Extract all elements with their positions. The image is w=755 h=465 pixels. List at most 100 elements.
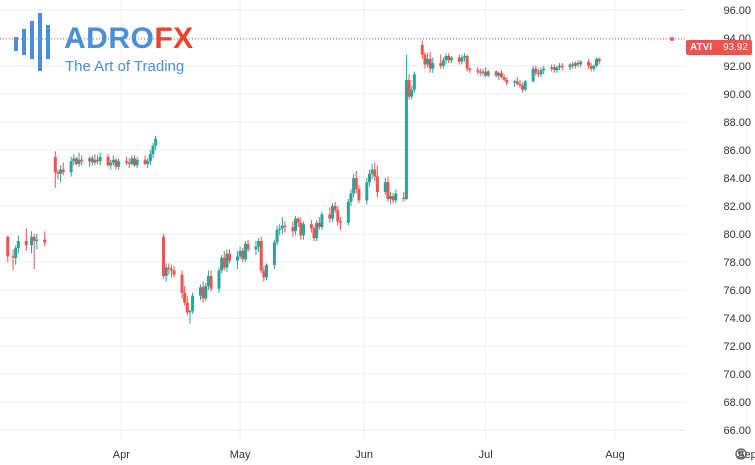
- candle: [410, 85, 414, 100]
- candle: [521, 82, 525, 93]
- candle-body: [291, 227, 295, 232]
- candle: [254, 241, 258, 256]
- candle-body: [238, 250, 242, 257]
- time-axis[interactable]: AprMayJunJulAugSepOct: [113, 449, 755, 461]
- candle: [534, 65, 538, 76]
- y-tick-label: 96.00: [723, 5, 751, 17]
- candle-body: [597, 58, 601, 62]
- logo-wordmark: ADROFX: [64, 24, 194, 54]
- candle: [88, 156, 92, 167]
- candle-body: [6, 236, 10, 257]
- candle-body: [106, 156, 110, 166]
- candle-body: [257, 241, 261, 247]
- candle: [53, 151, 57, 188]
- candle: [447, 53, 451, 64]
- candle: [294, 215, 298, 236]
- candle: [468, 67, 472, 73]
- candle-body: [162, 236, 166, 277]
- candle: [555, 65, 559, 73]
- candle-body: [402, 197, 406, 199]
- candle: [486, 70, 490, 78]
- candle: [370, 163, 374, 180]
- candle: [32, 234, 36, 270]
- candle-body: [328, 214, 332, 219]
- candle: [536, 68, 540, 78]
- candle-body: [592, 65, 596, 69]
- x-tick-label: Jun: [355, 449, 373, 461]
- candle-body: [499, 72, 503, 78]
- price-axis[interactable]: 96.0094.0092.0090.0088.0086.0084.0082.00…: [723, 5, 751, 437]
- candle: [191, 292, 195, 314]
- candle: [513, 79, 517, 87]
- candle: [61, 162, 65, 176]
- candle-body: [294, 218, 298, 232]
- candle: [109, 159, 113, 170]
- candle-body: [320, 214, 324, 228]
- candle-body: [74, 158, 78, 164]
- candle-body: [146, 161, 150, 164]
- candle: [597, 57, 601, 65]
- candle: [420, 40, 424, 59]
- candle: [552, 64, 556, 73]
- candle: [235, 250, 239, 270]
- candle: [11, 249, 15, 271]
- candle-body: [206, 276, 210, 286]
- candle: [146, 158, 150, 169]
- candle-body: [423, 54, 427, 65]
- candle: [523, 79, 527, 92]
- candle-body: [191, 295, 195, 312]
- candle: [595, 57, 598, 68]
- candle: [315, 220, 319, 242]
- candle-body: [315, 222, 319, 239]
- candle: [301, 221, 305, 240]
- candle: [151, 142, 155, 159]
- candle: [98, 152, 102, 166]
- candle-body: [552, 67, 556, 71]
- candle-body: [346, 201, 350, 223]
- candle: [505, 77, 509, 86]
- candle-body: [476, 70, 480, 72]
- candle: [278, 224, 282, 236]
- candle-body: [518, 84, 522, 86]
- candle: [93, 154, 97, 166]
- candle-body: [505, 79, 509, 83]
- logo-tagline: The Art of Trading: [65, 58, 185, 75]
- candle: [539, 67, 543, 78]
- candle-body: [404, 79, 408, 199]
- candle-body: [185, 302, 189, 313]
- candle: [130, 155, 134, 166]
- candle-body: [254, 246, 258, 250]
- candle-body: [225, 253, 229, 268]
- candle-body: [32, 236, 36, 242]
- candle: [185, 295, 189, 316]
- candle-body: [301, 224, 305, 236]
- candle: [579, 60, 583, 68]
- candle-body: [550, 67, 554, 69]
- candle: [291, 221, 295, 237]
- candle-body: [259, 241, 263, 271]
- candle-body: [280, 225, 284, 229]
- candle-body: [278, 228, 282, 230]
- candle: [320, 211, 324, 230]
- candle: [336, 205, 340, 226]
- candle-body: [90, 158, 94, 163]
- candle-body: [560, 65, 564, 68]
- candle-body: [407, 79, 411, 97]
- candle: [299, 217, 303, 240]
- candle-body: [164, 267, 168, 277]
- candle-body: [595, 58, 598, 66]
- candle: [180, 270, 184, 299]
- settings-icon[interactable]: [733, 446, 749, 462]
- candle: [531, 65, 535, 83]
- y-tick-label: 76.00: [723, 285, 751, 297]
- candle-body: [357, 189, 361, 201]
- candle: [407, 74, 411, 100]
- candle: [30, 231, 34, 254]
- y-tick-label: 68.00: [723, 397, 751, 409]
- candle: [365, 177, 369, 205]
- candle: [589, 63, 593, 72]
- candle-body: [571, 64, 575, 66]
- y-tick-label: 82.00: [723, 201, 751, 213]
- candle-body: [125, 161, 129, 163]
